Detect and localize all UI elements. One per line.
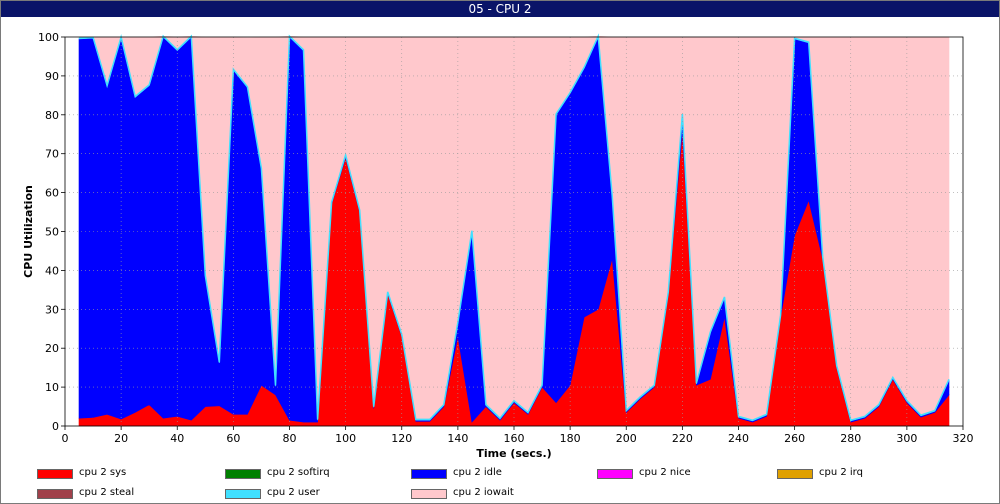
y-tick-label: 30: [45, 303, 59, 316]
legend-label: cpu 2 nice: [639, 467, 691, 478]
legend-label: cpu 2 sys: [79, 467, 127, 478]
legend-label: cpu 2 iowait: [453, 487, 514, 498]
x-tick-label: 160: [504, 432, 525, 445]
window-title: 05 - CPU 2: [1, 1, 999, 17]
y-tick-label: 70: [45, 148, 59, 161]
legend-swatch: [597, 469, 633, 479]
series-line-cpu-2-user: [78, 33, 950, 422]
y-tick-label: 50: [45, 226, 59, 239]
x-tick-label: 80: [283, 432, 297, 445]
legend-swatch: [411, 489, 447, 499]
x-tick-label: 120: [391, 432, 412, 445]
legend-label: cpu 2 steal: [79, 487, 135, 498]
y-axis-title: CPU Utilization: [22, 185, 35, 278]
legend-swatch: [777, 469, 813, 479]
x-tick-label: 60: [226, 432, 240, 445]
y-tick-label: 60: [45, 187, 59, 200]
legend-swatch: [37, 469, 73, 479]
legend-swatch: [37, 489, 73, 499]
legend-swatch: [411, 469, 447, 479]
y-tick-label: 20: [45, 342, 59, 355]
x-tick-label: 100: [335, 432, 356, 445]
y-tick-label: 90: [45, 70, 59, 83]
x-axis-title: Time (secs.): [476, 447, 551, 460]
x-tick-label: 0: [62, 432, 69, 445]
x-tick-label: 260: [784, 432, 805, 445]
x-tick-label: 280: [840, 432, 861, 445]
x-tick-label: 320: [953, 432, 974, 445]
x-tick-label: 300: [896, 432, 917, 445]
legend-label: cpu 2 idle: [453, 467, 502, 478]
y-tick-label: 100: [38, 31, 59, 44]
y-tick-label: 10: [45, 381, 59, 394]
x-tick-label: 20: [114, 432, 128, 445]
x-tick-label: 240: [728, 432, 749, 445]
legend-label: cpu 2 irq: [819, 467, 863, 478]
y-tick-label: 40: [45, 264, 59, 277]
legend-swatch: [225, 489, 261, 499]
x-tick-label: 180: [560, 432, 581, 445]
legend-swatch: [225, 469, 261, 479]
x-tick-label: 140: [447, 432, 468, 445]
legend-label: cpu 2 user: [267, 487, 320, 498]
x-tick-label: 220: [672, 432, 693, 445]
x-tick-label: 40: [170, 432, 184, 445]
x-tick-label: 200: [616, 432, 637, 445]
legend-label: cpu 2 softirq: [267, 467, 330, 478]
y-tick-label: 80: [45, 109, 59, 122]
y-tick-label: 0: [52, 420, 59, 433]
